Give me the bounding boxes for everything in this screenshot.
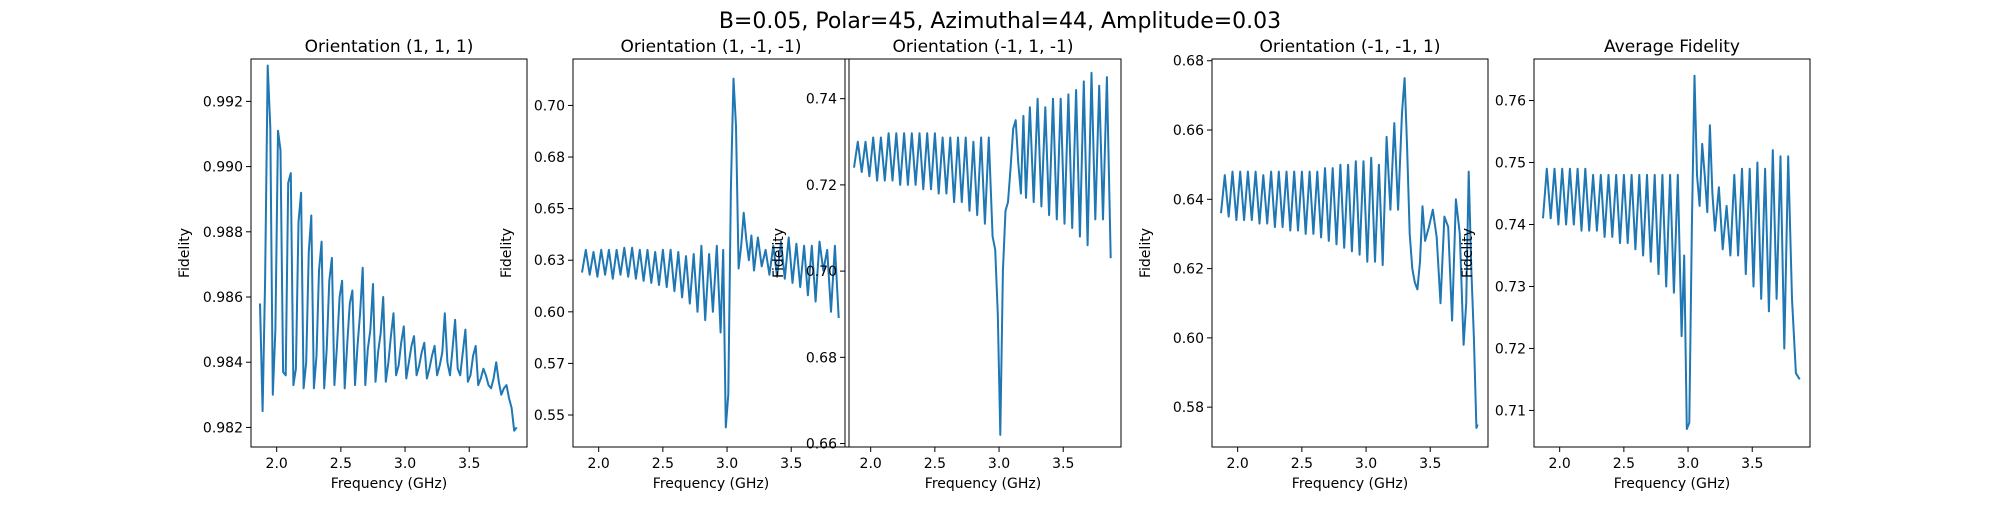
subplot-title: Orientation (1, -1, -1)	[621, 37, 802, 57]
x-tick-label: 2.0	[1549, 456, 1571, 472]
y-tick-label: 0.982	[203, 420, 243, 436]
subplot-5: 2.0 2.5 3.0 3.5 0.71 0.72 0.73 0.74 0.75 0.76 Aver…	[1460, 37, 1811, 492]
y-axis-label: Fidelity	[1138, 228, 1154, 278]
y-tick-label: 0.74	[806, 92, 837, 108]
y-tick-label: 0.75	[1495, 156, 1526, 172]
x-tick-label: 3.0	[988, 456, 1010, 472]
subplot-2: 2.0 2.5 3.0 3.5 0.55 0.57 0.60 0.63 0.65 0.68 0.70…	[499, 37, 850, 492]
y-tick-label: 0.70	[534, 98, 565, 114]
y-tick-label: 0.990	[203, 160, 243, 176]
y-tick-label: 0.72	[1495, 341, 1526, 357]
y-tick-label: 0.73	[1495, 279, 1526, 295]
x-tick-label: 2.5	[1613, 456, 1635, 472]
y-tick-label: 0.68	[806, 350, 837, 366]
y-tick-label: 0.988	[203, 225, 243, 241]
x-tick-label: 2.5	[924, 456, 946, 472]
series-line	[259, 64, 518, 432]
y-tick-label: 0.62	[1173, 262, 1204, 278]
x-tick-label: 2.0	[1227, 456, 1249, 472]
x-tick-label: 3.5	[780, 456, 802, 472]
x-tick-label: 3.5	[1741, 456, 1763, 472]
subplot-4: 2.0 2.5 3.0 3.5 0.58 0.60 0.62 0.64 0.66 0.68 Orie…	[1138, 37, 1489, 492]
subplot-title: Orientation (-1, 1, -1)	[893, 37, 1074, 57]
plot-frame	[844, 58, 1122, 448]
x-axis-label: Frequency (GHz)	[925, 476, 1041, 492]
x-tick-label: 2.0	[588, 456, 610, 472]
y-tick-label: 0.66	[806, 437, 837, 453]
subplot-1: 2.0 2.5 3.0 3.5 0.982 0.984 0.986 0.988 0.990 0.9…	[177, 37, 528, 492]
y-tick-label: 0.68	[1173, 54, 1204, 70]
y-tick-label: 0.65	[534, 202, 565, 218]
y-tick-label: 0.76	[1495, 94, 1526, 110]
y-tick-label: 0.986	[203, 290, 243, 306]
y-axis-label: Fidelity	[499, 228, 515, 278]
subplot-title: Average Fidelity	[1604, 37, 1740, 57]
plot-frame	[572, 58, 850, 448]
x-tick-label: 2.0	[266, 456, 288, 472]
x-tick-label: 3.0	[394, 456, 416, 472]
y-tick-label: 0.70	[806, 264, 837, 280]
subplot-title: Orientation (-1, -1, 1)	[1260, 37, 1441, 57]
y-tick-label: 0.74	[1495, 217, 1526, 233]
y-tick-label: 0.68	[534, 150, 565, 166]
x-tick-label: 3.0	[716, 456, 738, 472]
x-tick-label: 3.5	[1419, 456, 1441, 472]
plot-frame	[250, 58, 528, 448]
subplots: 2.0 2.5 3.0 3.5 0.982 0.984 0.986 0.988 0.990 0.9…	[177, 37, 1811, 492]
x-tick-label: 2.5	[330, 456, 352, 472]
x-tick-label: 2.0	[860, 456, 882, 472]
x-axis-label: Frequency (GHz)	[1292, 476, 1408, 492]
y-tick-label: 0.58	[1173, 400, 1204, 416]
y-axis-label: Fidelity	[1460, 228, 1476, 278]
y-tick-label: 0.992	[203, 94, 243, 110]
y-tick-label: 0.64	[1173, 192, 1204, 208]
y-tick-label: 0.72	[806, 178, 837, 194]
subplot-3: 2.0 2.5 3.0 3.50.660.680.700.720.74Orientat…	[771, 37, 1122, 492]
series-line	[853, 71, 1112, 436]
figure-suptitle: B=0.05, Polar=45, Azimuthal=44, Amplitud…	[719, 9, 1281, 34]
y-tick-label: 0.63	[534, 253, 565, 269]
y-tick-label: 0.60	[534, 305, 565, 321]
x-tick-label: 3.5	[458, 456, 480, 472]
series-line	[581, 77, 840, 429]
y-tick-label: 0.57	[534, 356, 565, 372]
x-axis-label: Frequency (GHz)	[1614, 476, 1730, 492]
series-line	[1542, 74, 1801, 430]
series-line	[1220, 77, 1479, 429]
y-axis-label: Fidelity	[177, 228, 193, 278]
x-axis-label: Frequency (GHz)	[653, 476, 769, 492]
y-tick-label: 0.984	[203, 355, 243, 371]
y-axis-label: Fidelity	[771, 228, 787, 278]
x-tick-label: 3.5	[1052, 456, 1074, 472]
x-tick-label: 3.0	[1355, 456, 1377, 472]
x-tick-label: 2.5	[652, 456, 674, 472]
y-tick-label: 0.60	[1173, 331, 1204, 347]
y-tick-label: 0.71	[1495, 403, 1526, 419]
plot-frame	[1211, 58, 1489, 448]
y-tick-label: 0.55	[534, 408, 565, 424]
x-tick-label: 3.0	[1677, 456, 1699, 472]
subplot-title: Orientation (1, 1, 1)	[305, 37, 474, 57]
x-axis-label: Frequency (GHz)	[331, 476, 447, 492]
plot-frame	[1533, 58, 1811, 448]
x-tick-label: 2.5	[1291, 456, 1313, 472]
y-tick-label: 0.66	[1173, 123, 1204, 139]
